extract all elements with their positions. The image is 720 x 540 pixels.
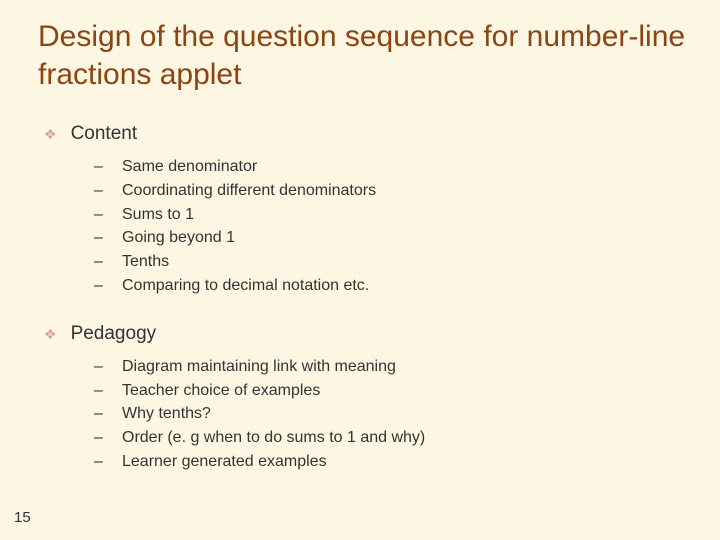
sub-item-text: Tenths bbox=[122, 252, 169, 273]
slide-container: Design of the question sequence for numb… bbox=[0, 0, 720, 473]
section-header: ❖ Content bbox=[30, 123, 690, 145]
dash-bullet-icon: – bbox=[94, 229, 106, 247]
sub-item-text: Same denominator bbox=[122, 157, 257, 178]
dash-bullet-icon: – bbox=[94, 453, 106, 471]
section-content: ❖ Content – Same denominator – Coordinat… bbox=[30, 123, 690, 297]
list-item: – Learner generated examples bbox=[94, 452, 690, 473]
sub-item-text: Why tenths? bbox=[122, 404, 211, 425]
dash-bullet-icon: – bbox=[94, 382, 106, 400]
list-item: – Comparing to decimal notation etc. bbox=[94, 276, 690, 297]
dash-bullet-icon: – bbox=[94, 253, 106, 271]
dash-bullet-icon: – bbox=[94, 405, 106, 423]
section-title: Pedagogy bbox=[71, 323, 157, 345]
list-item: – Teacher choice of examples bbox=[94, 381, 690, 402]
list-item: – Same denominator bbox=[94, 157, 690, 178]
sub-item-text: Comparing to decimal notation etc. bbox=[122, 276, 369, 297]
diamond-bullet-icon: ❖ bbox=[44, 326, 57, 343]
sub-item-text: Order (e. g when to do sums to 1 and why… bbox=[122, 428, 425, 449]
list-item: – Diagram maintaining link with meaning bbox=[94, 357, 690, 378]
sub-list: – Diagram maintaining link with meaning … bbox=[30, 357, 690, 473]
section-pedagogy: ❖ Pedagogy – Diagram maintaining link wi… bbox=[30, 323, 690, 473]
list-item: – Tenths bbox=[94, 252, 690, 273]
sub-list: – Same denominator – Coordinating differ… bbox=[30, 157, 690, 297]
dash-bullet-icon: – bbox=[94, 182, 106, 200]
list-item: – Why tenths? bbox=[94, 404, 690, 425]
dash-bullet-icon: – bbox=[94, 358, 106, 376]
sub-item-text: Sums to 1 bbox=[122, 205, 194, 226]
dash-bullet-icon: – bbox=[94, 158, 106, 176]
diamond-bullet-icon: ❖ bbox=[44, 126, 57, 143]
sub-item-text: Teacher choice of examples bbox=[122, 381, 320, 402]
section-title: Content bbox=[71, 123, 138, 145]
slide-number: 15 bbox=[14, 509, 31, 526]
list-item: – Sums to 1 bbox=[94, 205, 690, 226]
list-item: – Going beyond 1 bbox=[94, 228, 690, 249]
list-item: – Coordinating different denominators bbox=[94, 181, 690, 202]
sub-item-text: Going beyond 1 bbox=[122, 228, 235, 249]
dash-bullet-icon: – bbox=[94, 206, 106, 224]
section-header: ❖ Pedagogy bbox=[30, 323, 690, 345]
sub-item-text: Learner generated examples bbox=[122, 452, 327, 473]
dash-bullet-icon: – bbox=[94, 429, 106, 447]
slide-title: Design of the question sequence for numb… bbox=[30, 18, 690, 93]
sub-item-text: Coordinating different denominators bbox=[122, 181, 376, 202]
list-item: – Order (e. g when to do sums to 1 and w… bbox=[94, 428, 690, 449]
dash-bullet-icon: – bbox=[94, 277, 106, 295]
sub-item-text: Diagram maintaining link with meaning bbox=[122, 357, 396, 378]
